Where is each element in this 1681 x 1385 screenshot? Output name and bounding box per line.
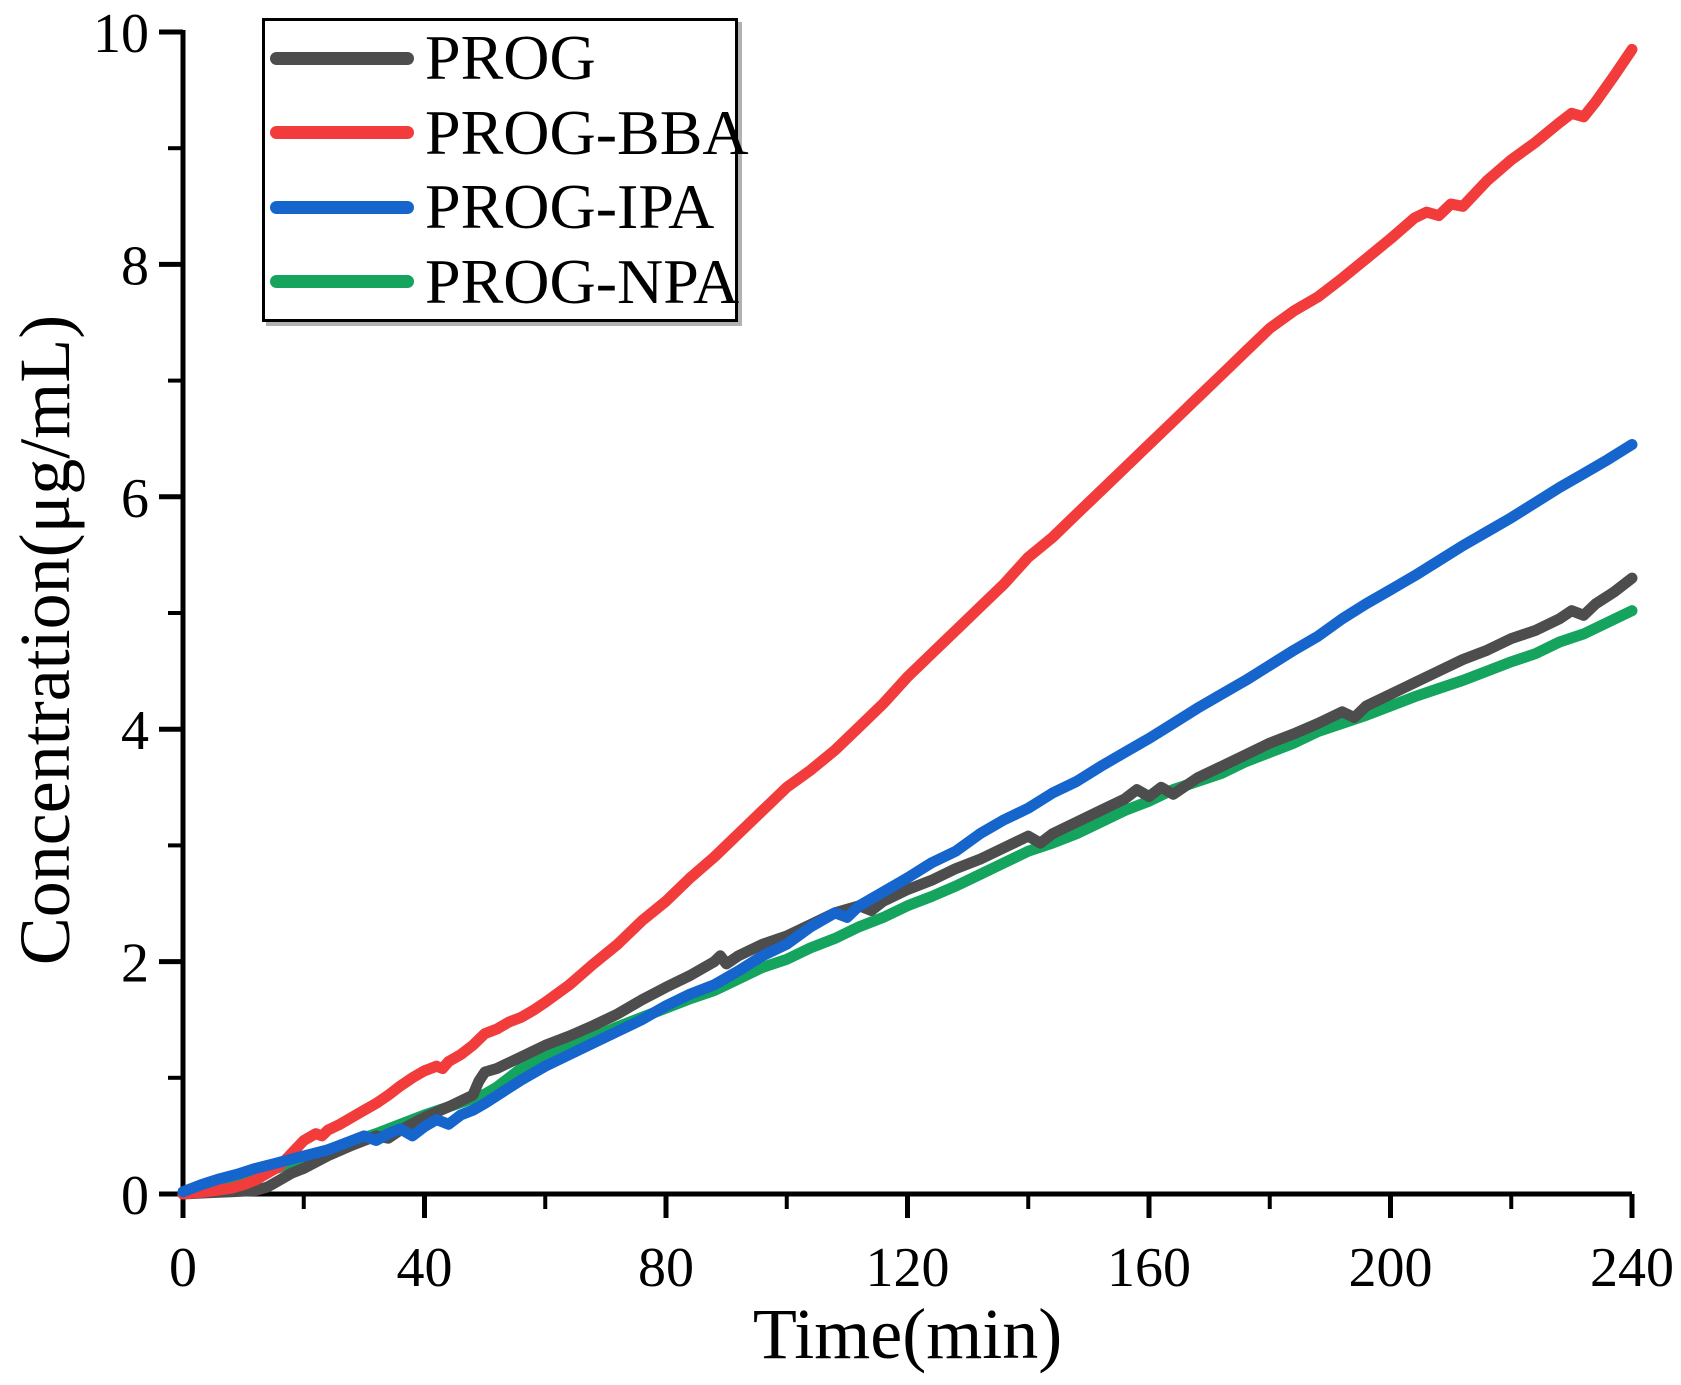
legend: PROG PROG-BBA PROG-IPA PROG-NPA xyxy=(262,18,749,322)
legend-label-prog-npa: PROG-NPA xyxy=(425,245,740,317)
y-tick-label: 10 xyxy=(93,3,149,65)
legend-label-prog: PROG xyxy=(425,22,596,94)
legend-item-prog-bba: PROG-BBA xyxy=(265,100,749,165)
legend-label-prog-ipa: PROG-IPA xyxy=(425,171,715,243)
x-tick-label: 80 xyxy=(638,1237,694,1299)
legend-line-sample-prog-bba xyxy=(270,126,414,140)
y-tick-label: 6 xyxy=(121,468,149,530)
legend-item-prog-npa: PROG-NPA xyxy=(265,249,739,314)
y-tick-label: 2 xyxy=(121,933,149,995)
x-tick-label: 240 xyxy=(1590,1237,1674,1299)
legend-line-sample-prog-ipa xyxy=(270,200,414,214)
x-tick-label: 40 xyxy=(397,1237,453,1299)
x-tick-label: 200 xyxy=(1349,1237,1433,1299)
legend-line-sample-prog xyxy=(270,51,414,65)
x-tick-label: 160 xyxy=(1107,1237,1191,1299)
x-axis-title: Time(min) xyxy=(752,1294,1063,1374)
legend-line-sample-prog-npa xyxy=(270,275,414,289)
legend-label-prog-bba: PROG-BBA xyxy=(425,96,749,168)
series-line-prog-npa xyxy=(177,605,1638,1200)
y-tick-label: 8 xyxy=(121,235,149,297)
series-line-prog-bba xyxy=(177,43,1638,1200)
series-line-prog-ipa xyxy=(177,439,1638,1198)
legend-item-prog-ipa: PROG-IPA xyxy=(265,175,735,239)
y-axis-title: Concentration(μg/mL) xyxy=(5,314,85,966)
y-tick-label: 0 xyxy=(121,1165,149,1227)
x-tick-label: 0 xyxy=(169,1237,197,1299)
x-tick-label: 120 xyxy=(866,1237,950,1299)
legend-item-prog: PROG xyxy=(265,26,735,90)
y-tick-label: 4 xyxy=(121,700,149,762)
series-line-prog xyxy=(177,572,1638,1200)
